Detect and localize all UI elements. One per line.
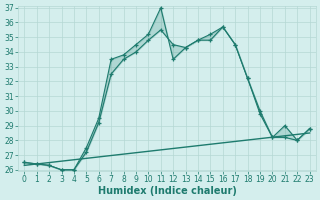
X-axis label: Humidex (Indice chaleur): Humidex (Indice chaleur) bbox=[98, 186, 236, 196]
